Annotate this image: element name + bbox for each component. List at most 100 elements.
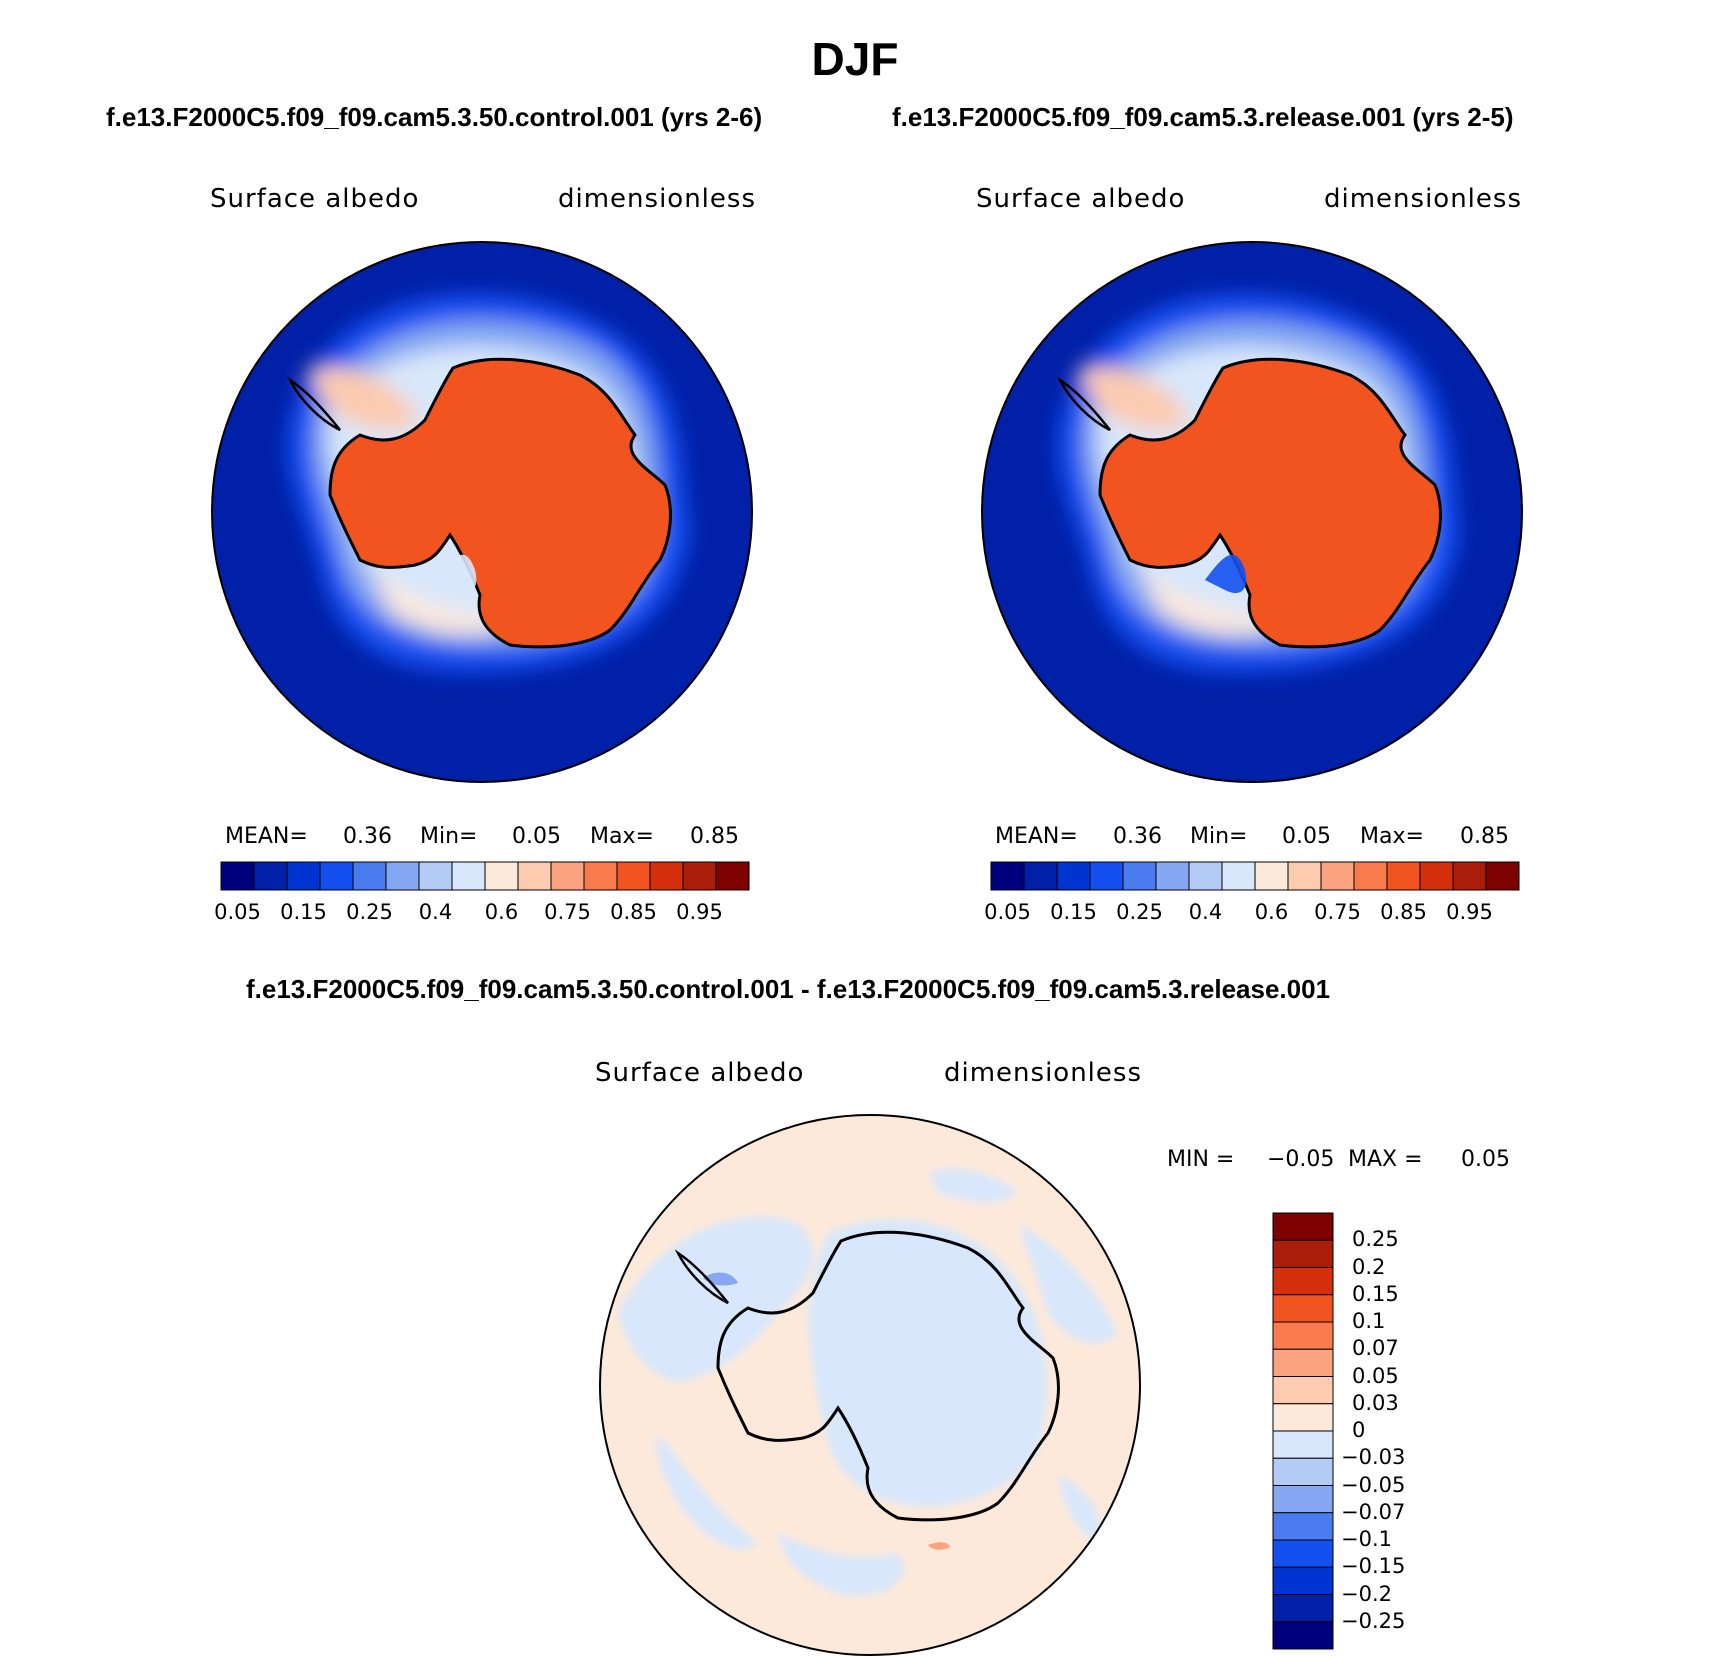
colorbar-tick-label: 0.85 — [1380, 900, 1427, 924]
colorbar-tick-label: 0.25 — [1352, 1227, 1399, 1252]
colorbar-tick-label: 0.85 — [610, 900, 657, 924]
colorbar-tick-label: 0.07 — [1352, 1336, 1399, 1361]
colorbar-swatch — [1272, 1376, 1334, 1405]
colorbar-tick-label: 0.25 — [1116, 900, 1163, 924]
colorbar-tick-label: 0.15 — [1050, 900, 1097, 924]
colorbar-swatch — [1089, 861, 1124, 891]
difference-title: f.e13.F2000C5.f09_f09.cam5.3.50.control.… — [246, 974, 1331, 1004]
case-title-right: f.e13.F2000C5.f09_f09.cam5.3.release.001… — [892, 102, 1514, 132]
colorbar-swatch — [990, 861, 1025, 891]
colorbar-swatch — [1272, 1321, 1334, 1350]
colorbar-tick-label: 0 — [1352, 1418, 1366, 1442]
colorbar-tick-label: −0.05 — [1341, 1472, 1406, 1497]
colorbar-tick-label: 0.15 — [280, 900, 327, 924]
colorbar-swatch — [517, 861, 552, 891]
colorbar-tick-label: 0.2 — [1352, 1254, 1386, 1279]
difference-colorbar — [1272, 1212, 1334, 1650]
colorbar-swatch — [682, 861, 717, 891]
colorbar-tick-label: −0.2 — [1341, 1581, 1392, 1606]
colorbar-swatch — [1272, 1294, 1334, 1323]
colorbar-swatch — [1272, 1621, 1334, 1650]
panel1-mean-label: MEAN= — [225, 824, 308, 849]
panel2-mean-value: 0.36 — [1113, 824, 1162, 849]
antarctica-landmass — [1098, 357, 1442, 649]
colorbar-swatch — [1419, 861, 1454, 891]
colorbar-swatch — [1056, 861, 1091, 891]
colorbar-tick-label: 0.4 — [418, 900, 453, 924]
colorbar-swatch — [1386, 861, 1421, 891]
colorbar-swatch — [1272, 1457, 1334, 1486]
colorbar-swatch — [550, 861, 585, 891]
colorbar-swatch — [715, 861, 750, 891]
colorbar-tick-label: 0.95 — [676, 900, 723, 924]
colorbar-tick-label: 0.15 — [1352, 1281, 1399, 1306]
panel2-variable: Surface albedo — [976, 184, 1186, 214]
colorbar-tick-label: 0.1 — [1352, 1309, 1386, 1333]
colorbar-swatch — [1272, 1267, 1334, 1296]
panel1-mean-value: 0.36 — [343, 824, 392, 849]
panel2-min-label: Min= — [1190, 824, 1248, 849]
colorbar-swatch — [286, 861, 321, 891]
colorbar-tick-label: 0.6 — [484, 900, 519, 924]
colorbar-swatch — [1272, 1212, 1334, 1241]
colorbar-swatch — [1188, 861, 1223, 891]
colorbar-swatch — [649, 861, 684, 891]
difference-max-value: 0.05 — [1461, 1147, 1510, 1172]
colorbar-swatch — [1272, 1430, 1334, 1459]
panel1-variable: Surface albedo — [210, 184, 420, 214]
colorbar-swatch — [1254, 861, 1289, 891]
colorbar-swatch — [319, 861, 354, 891]
case-title-left: f.e13.F2000C5.f09_f09.cam5.3.50.control.… — [106, 102, 763, 132]
panel2-mean-label: MEAN= — [995, 824, 1078, 849]
colorbar-swatch — [1272, 1539, 1334, 1568]
panel1-units: dimensionless — [558, 184, 756, 214]
panel2-max-label: Max= — [1360, 824, 1424, 849]
colorbar-swatch — [253, 861, 288, 891]
colorbar-tick-label: 0.75 — [1314, 900, 1361, 924]
colorbar-tick-label: 0.4 — [1188, 900, 1223, 924]
colorbar-swatch — [451, 861, 486, 891]
panel2-map — [981, 241, 1523, 783]
colorbar-swatch — [220, 861, 255, 891]
difference-max-label: MAX = — [1348, 1147, 1423, 1172]
antarctica-coastline — [716, 1230, 1060, 1522]
colorbar-tick-label: −0.03 — [1341, 1445, 1406, 1470]
colorbar-swatch — [1272, 1512, 1334, 1541]
colorbar-swatch — [385, 861, 420, 891]
panel2-max-value: 0.85 — [1460, 824, 1509, 849]
colorbar-swatch — [1272, 1348, 1334, 1377]
colorbar-swatch — [616, 861, 651, 891]
map-border — [981, 241, 1523, 783]
colorbar-swatch — [1272, 1594, 1334, 1623]
colorbar-tick-label: 0.75 — [544, 900, 591, 924]
difference-units: dimensionless — [944, 1058, 1142, 1088]
colorbar-tick-label: −0.07 — [1341, 1499, 1406, 1524]
colorbar-swatch — [484, 861, 519, 891]
colorbar-swatch — [1353, 861, 1388, 891]
panel1-min-label: Min= — [420, 824, 478, 849]
panel1-min-value: 0.05 — [512, 824, 561, 849]
colorbar-tick-label: 0.03 — [1352, 1390, 1399, 1415]
panel1-max-label: Max= — [590, 824, 654, 849]
panel1-max-value: 0.85 — [690, 824, 739, 849]
colorbar-tick-label: −0.25 — [1341, 1608, 1406, 1633]
colorbar-swatch — [1272, 1566, 1334, 1595]
page-title: DJF — [811, 33, 899, 85]
colorbar-swatch — [1023, 861, 1058, 891]
panel1-map — [211, 241, 753, 783]
map-border — [211, 241, 753, 783]
panel2-colorbar — [990, 861, 1520, 891]
difference-variable: Surface albedo — [595, 1058, 805, 1088]
colorbar-swatch — [1221, 861, 1256, 891]
colorbar-tick-label: −0.1 — [1341, 1527, 1392, 1551]
difference-min-value: −0.05 — [1267, 1147, 1335, 1172]
colorbar-swatch — [1122, 861, 1157, 891]
colorbar-tick-label: 0.05 — [984, 900, 1031, 924]
colorbar-swatch — [1272, 1239, 1334, 1268]
colorbar-swatch — [1452, 861, 1487, 891]
colorbar-swatch — [352, 861, 387, 891]
colorbar-tick-label: 0.05 — [1352, 1363, 1399, 1388]
negative-diff-patches — [618, 1169, 1118, 1596]
panel2-units: dimensionless — [1324, 184, 1522, 214]
panel2-min-value: 0.05 — [1282, 824, 1331, 849]
